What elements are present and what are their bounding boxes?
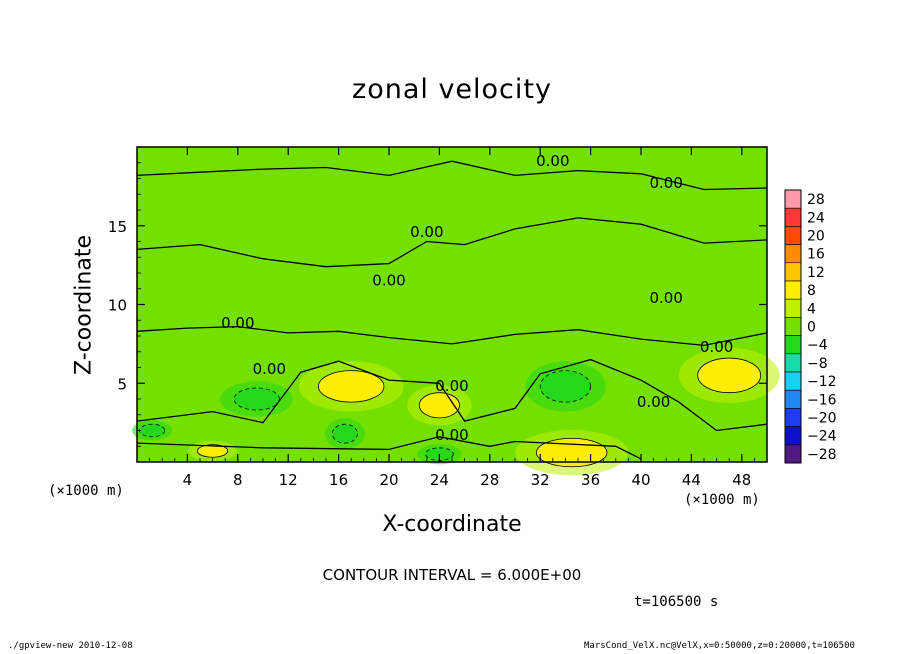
colorbar-label: −20: [807, 411, 837, 427]
chart-title: zonal velocity: [352, 74, 552, 105]
field-region: [139, 423, 166, 438]
x-unit-right: (×1000 m): [684, 492, 760, 508]
colorbar-label: 24: [807, 210, 825, 226]
contour-label: 0.00: [410, 223, 443, 241]
colorbar-label: −12: [807, 374, 837, 390]
zero-contour-line: [136, 325, 768, 347]
x-tick-label: 48: [732, 471, 751, 489]
colorbar-label: 12: [807, 265, 825, 281]
colorbar-swatch: [784, 226, 802, 245]
contour-label: 0.00: [649, 289, 682, 307]
contour-label: 0.00: [637, 393, 670, 411]
colorbar-label: −16: [807, 392, 837, 408]
x-tick-label: 28: [480, 471, 499, 489]
colorbar-swatch: [784, 298, 802, 318]
colorbar-swatch: [784, 207, 802, 227]
x-tick-label: 8: [233, 471, 243, 489]
y-axis-label: Z-coordinate: [71, 235, 97, 375]
time-label: t=106500 s: [634, 594, 719, 610]
field-region: [233, 387, 280, 411]
colorbar-label: −4: [807, 338, 828, 354]
x-tick-label: 12: [279, 471, 298, 489]
contour-label: 0.00: [700, 338, 733, 356]
x-axis-label: X-coordinate: [382, 512, 522, 537]
x-tick-label: 40: [631, 471, 650, 489]
contour-label: 0.00: [649, 174, 682, 192]
x-tick-label: 24: [430, 471, 449, 489]
x-tick-label: 32: [531, 471, 550, 489]
colorbar-label: −24: [807, 429, 837, 445]
field-region: [197, 444, 229, 458]
footer-left: ./gpview-new 2010-12-08: [8, 641, 133, 651]
x-tick-label: 16: [329, 471, 348, 489]
colorbar-swatch: [784, 280, 802, 300]
colorbar-label: 20: [807, 229, 825, 245]
colorbar-label: −8: [807, 356, 828, 372]
colorbar-swatch: [784, 244, 802, 264]
contour-label: 0.00: [435, 377, 468, 395]
x-tick-label: 36: [581, 471, 600, 489]
field-region: [539, 370, 592, 403]
zero-contour-line: [136, 436, 642, 460]
colorbar-label: −28: [807, 447, 837, 463]
colorbar-swatch: [784, 353, 802, 373]
colorbar-swatch: [784, 408, 802, 427]
colorbar-label: 8: [807, 283, 816, 299]
x-unit-left: (×1000 m): [48, 483, 124, 499]
colorbar-swatch: [784, 189, 802, 209]
contour-label: 0.00: [221, 314, 254, 332]
contour-label: 0.00: [536, 152, 569, 170]
contour-interval-label: CONTOUR INTERVAL = 6.000E+00: [322, 566, 582, 584]
colorbar-swatch: [784, 317, 802, 336]
x-tick-label: 4: [183, 471, 193, 489]
contour-label: 0.00: [435, 426, 468, 444]
colorbar-label: 28: [807, 192, 825, 208]
colorbar-swatch: [784, 444, 802, 464]
zero-contour-line: [136, 217, 768, 268]
y-tick-label: 5: [117, 375, 127, 393]
colorbar-swatch: [784, 389, 802, 409]
colorbar-swatch: [784, 426, 802, 446]
field-region: [697, 357, 762, 394]
x-tick-label: 20: [379, 471, 398, 489]
y-tick-label: 10: [108, 297, 127, 315]
y-tick-label: 15: [108, 218, 127, 236]
zero-contour-line: [136, 358, 768, 432]
colorbar-swatch: [784, 335, 802, 355]
colorbar-label: 0: [807, 320, 816, 336]
zero-contour-line: [136, 160, 768, 191]
colorbar-swatch: [784, 262, 802, 282]
colorbar-swatch: [784, 371, 802, 391]
colorbar-frame: [784, 189, 802, 464]
footer-right: MarsCond_VelX.nc@VelX,x=0:50000,z=0:2000…: [584, 641, 855, 651]
colorbar-label: 4: [807, 301, 816, 317]
colorbar-label: 16: [807, 247, 825, 263]
contour-label: 0.00: [372, 272, 405, 290]
field-region: [331, 423, 358, 444]
x-tick-label: 44: [682, 471, 701, 489]
contour-label: 0.00: [253, 360, 286, 378]
field-region: [318, 370, 385, 403]
